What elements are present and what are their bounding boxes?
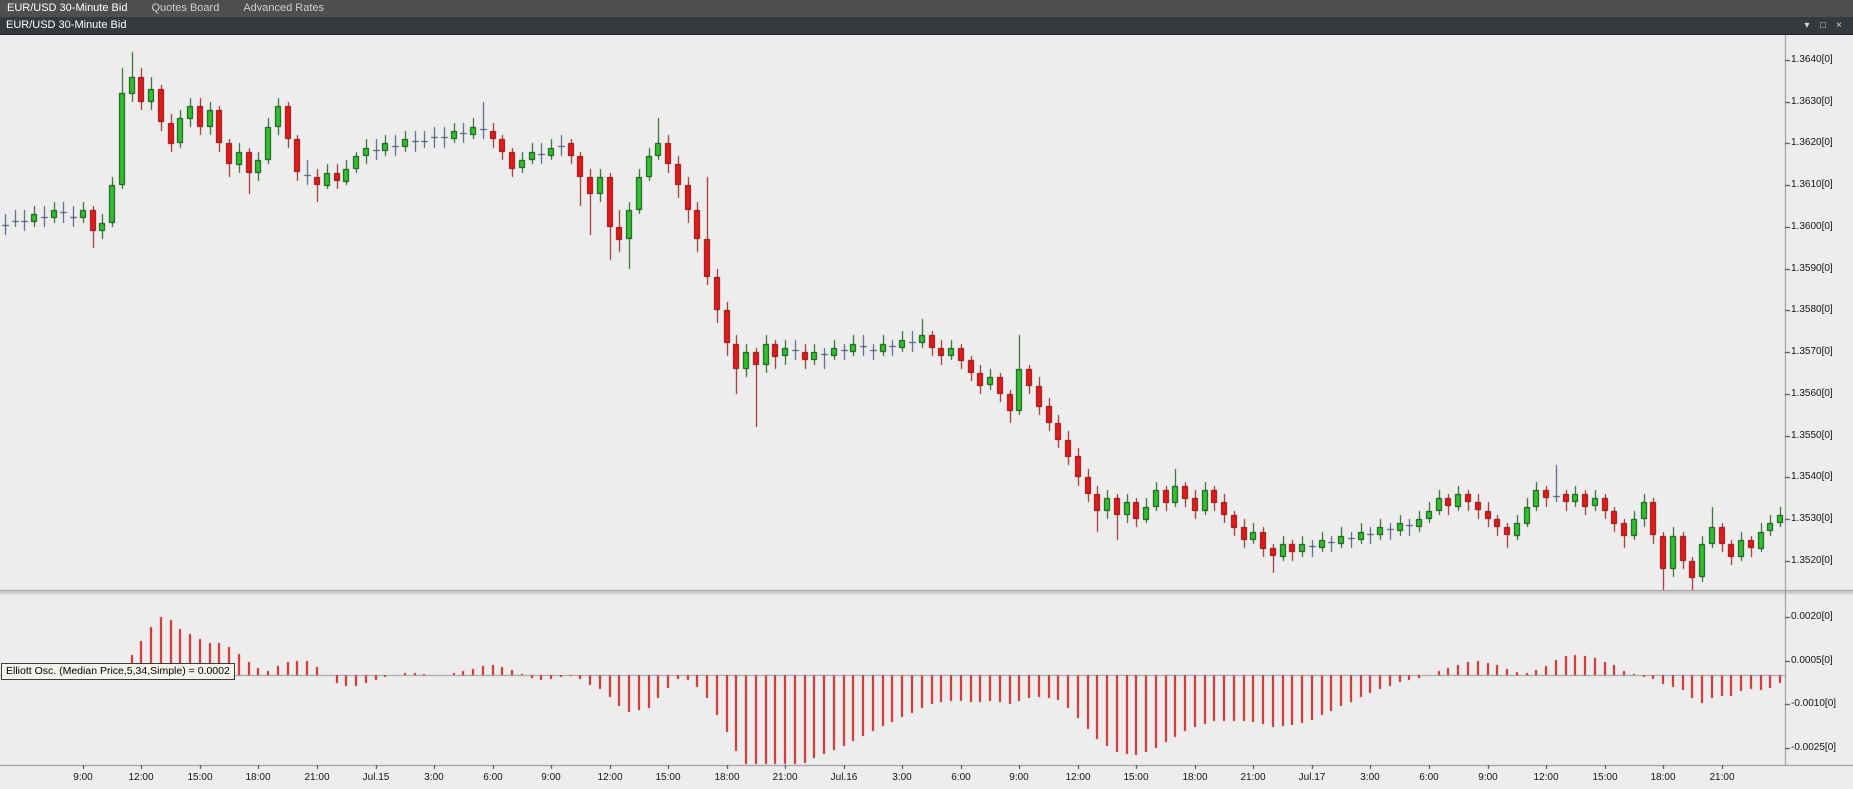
time-axis-label: 6:00 [483, 772, 503, 783]
chart-window-title: EUR/USD 30-Minute Bid [6, 19, 127, 31]
tab-eurusd-30min-bid[interactable]: EUR/USD 30-Minute Bid [7, 2, 128, 14]
time-axis-label: Jul.17 [1298, 772, 1326, 783]
time-axis-label: 6:00 [951, 772, 971, 783]
price-axis-label: 1.3560[0] [1791, 388, 1833, 399]
time-axis-label: 3:00 [1360, 772, 1380, 783]
time-axis-label: 9:00 [541, 772, 561, 783]
window-menu-icon[interactable]: ▾ [1804, 20, 1810, 31]
oscillator-axis-label: 0.0020[0] [1791, 611, 1833, 622]
close-icon[interactable]: × [1836, 20, 1842, 31]
oscillator-axis-label: -0.0010[0] [1791, 698, 1837, 709]
oscillator-axis-label: -0.0025[0] [1791, 742, 1837, 753]
chart-canvas[interactable] [0, 35, 1853, 789]
price-axis-label: 1.3530[0] [1791, 513, 1833, 524]
price-axis-label: 1.3630[0] [1791, 96, 1833, 107]
price-axis-label: 1.3590[0] [1791, 263, 1833, 274]
time-axis-label: 3:00 [892, 772, 912, 783]
time-axis-label: 21:00 [772, 772, 798, 783]
time-axis-label: 15:00 [1592, 772, 1618, 783]
tab-advanced-rates[interactable]: Advanced Rates [243, 2, 325, 14]
price-axis-label: 1.3620[0] [1791, 137, 1833, 148]
time-axis-label: 12:00 [597, 772, 623, 783]
time-axis-label: 12:00 [1533, 772, 1559, 783]
price-axis[interactable]: 1.3640[0] 1.3630[0] 1.3620[0] 1.3610[0] 1.36… [1785, 35, 1853, 789]
time-axis-label: 15:00 [187, 772, 213, 783]
time-axis-label: 9:00 [73, 772, 93, 783]
time-axis-label: 21:00 [1709, 772, 1735, 783]
time-axis-label: 18:00 [245, 772, 271, 783]
time-axis-label: 21:00 [304, 772, 330, 783]
chart-title-bar: EUR/USD 30-Minute Bid ▾ □ × [0, 17, 1853, 35]
price-axis-label: 1.3520[0] [1791, 555, 1833, 566]
price-axis-label: 1.3550[0] [1791, 430, 1833, 441]
time-axis-label: 12:00 [1065, 772, 1091, 783]
time-axis-label: 12:00 [128, 772, 154, 783]
time-axis-label: 18:00 [1650, 772, 1676, 783]
window-tab-bar: EUR/USD 30-Minute Bid Quotes Board Advan… [0, 0, 1853, 17]
time-axis[interactable]: 9:00 12:00 15:00 18:00 21:00 Jul.15 3:00 6:00 9:… [0, 765, 1853, 789]
time-axis-label: 6:00 [1419, 772, 1439, 783]
time-axis-label: 9:00 [1478, 772, 1498, 783]
price-axis-label: 1.3610[0] [1791, 179, 1833, 190]
time-axis-label: Jul.16 [830, 772, 858, 783]
price-axis-label: 1.3570[0] [1791, 346, 1833, 357]
tab-quotes-board[interactable]: Quotes Board [151, 2, 220, 14]
time-axis-label: 15:00 [1123, 772, 1149, 783]
indicator-label: Elliott Osc. (Median Price,5,34,Simple) … [1, 663, 235, 680]
oscillator-axis-label: 0.0005[0] [1791, 655, 1833, 666]
time-axis-label: 3:00 [424, 772, 444, 783]
price-axis-label: 1.3640[0] [1791, 54, 1833, 65]
restore-icon[interactable]: □ [1819, 20, 1827, 31]
time-axis-label: 15:00 [655, 772, 681, 783]
chart-region: 1.3640[0] 1.3630[0] 1.3620[0] 1.3610[0] 1.36… [0, 35, 1853, 789]
time-axis-label: Jul.15 [362, 772, 390, 783]
time-axis-label: 18:00 [1182, 772, 1208, 783]
price-axis-label: 1.3600[0] [1791, 221, 1833, 232]
price-axis-label: 1.3540[0] [1791, 471, 1833, 482]
time-axis-label: 18:00 [714, 772, 740, 783]
price-axis-label: 1.3580[0] [1791, 304, 1833, 315]
time-axis-label: 9:00 [1009, 772, 1029, 783]
time-axis-label: 21:00 [1240, 772, 1266, 783]
